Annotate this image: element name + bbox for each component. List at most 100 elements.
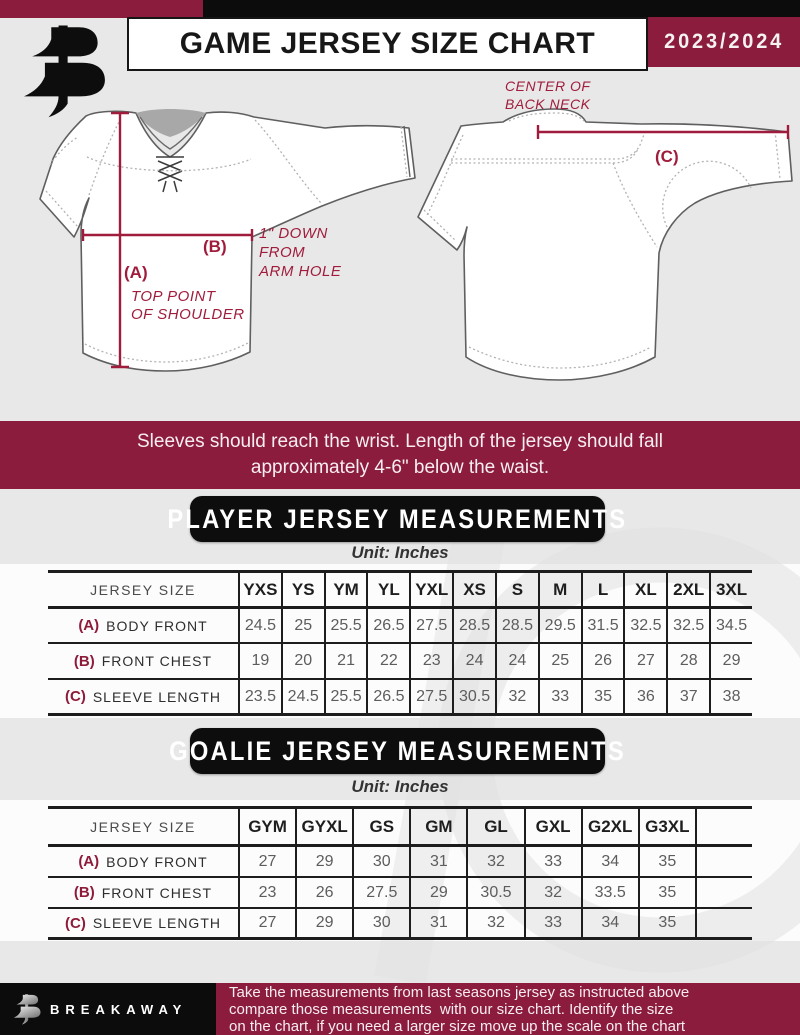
size-column-header: S — [494, 573, 538, 609]
measure-value: 27 — [238, 909, 296, 940]
front-stitching — [45, 119, 408, 363]
measure-value: 35 — [637, 909, 695, 940]
measure-name: SLEEVE LENGTH — [92, 688, 221, 705]
front-jersey-outline — [39, 110, 416, 372]
measure-value: 35 — [637, 847, 695, 878]
measure-value: 27.5 — [352, 878, 410, 909]
measure-value: 25.5 — [323, 609, 367, 644]
size-column-header: GXL — [523, 809, 581, 847]
a-note-line1: TOP POINT — [131, 288, 217, 305]
measure-value: 30.5 — [452, 680, 495, 716]
row-label: (C) SLEEVE LENGTH — [48, 909, 238, 940]
front-collar-inner — [136, 109, 206, 137]
measure-value: 33.5 — [580, 878, 638, 909]
brand-name: BREAKAWAY — [50, 1001, 188, 1017]
measure-value: 30 — [352, 909, 410, 940]
measure-value: 26 — [580, 644, 624, 680]
size-column-header: YM — [323, 573, 367, 609]
measure-value: 23.5 — [238, 680, 281, 716]
size-column-header: GYM — [238, 809, 296, 847]
size-column-header: 3XL — [709, 573, 752, 609]
size-column-header: YXL — [409, 573, 453, 609]
measure-key: (A) — [78, 853, 100, 870]
top-strip-black — [203, 0, 800, 18]
label-c: (C) — [655, 147, 679, 166]
measure-value: 35 — [580, 680, 624, 716]
measurement-lines-front — [81, 111, 254, 369]
footer-monogram-logo — [13, 994, 41, 1025]
fit-note-line1: Sleeves should reach the wrist. Length o… — [137, 431, 663, 452]
measure-value: 29 — [409, 878, 467, 909]
measure-value: 29.5 — [537, 609, 581, 644]
fit-note-line2: approximately 4-6" below the waist. — [250, 457, 550, 478]
goalie-measurements-table: JERSEY SIZE GYM GYXL GS GM GL GXL G2XL G3XL (A) BO… — [48, 806, 752, 940]
measure-value: 27.5 — [409, 680, 453, 716]
measurement-lines-back — [536, 125, 790, 139]
measure-value: 34 — [580, 909, 638, 940]
front-collar-band — [139, 116, 203, 150]
footer-line1: Take the measurements from last seasons … — [229, 983, 690, 1001]
measure-value: 29 — [295, 909, 353, 940]
measure-value — [694, 909, 752, 940]
measure-value: 27 — [623, 644, 667, 680]
back-jersey-diagram: (C) CENTER OF BACK NECK — [417, 78, 793, 381]
measure-value: 29 — [709, 644, 752, 680]
a-note-line2: OF SHOULDER — [131, 306, 245, 323]
measure-value: 32.5 — [623, 609, 667, 644]
measure-key: (A) — [78, 617, 100, 634]
footer-line3: on the chart, if you need a larger size … — [229, 1017, 686, 1035]
measure-value: 19 — [238, 644, 281, 680]
measure-value — [694, 847, 752, 878]
measure-key: (C) — [65, 688, 86, 705]
season-label: 2023/2024 — [664, 30, 784, 53]
player-section-title: PLAYER JERSEY MEASUREMENTS — [167, 503, 628, 534]
measure-value: 25 — [280, 609, 324, 644]
size-column-header: YL — [366, 573, 410, 609]
player-measurements-table: JERSEY SIZE YXS YS YM YL YXL XS S M L XL 2XL 3XL (A) B… — [48, 570, 752, 716]
measure-value: 32 — [494, 680, 538, 716]
measure-value: 32 — [523, 878, 581, 909]
measure-value: 34 — [580, 847, 638, 878]
label-a: (A) — [124, 263, 148, 282]
breakaway-monogram-logo — [24, 25, 105, 118]
measure-name: BODY FRONT — [106, 853, 208, 870]
size-column-header: GL — [466, 809, 524, 847]
size-column-header: G2XL — [580, 809, 638, 847]
measure-value: 30 — [352, 847, 410, 878]
measure-value: 28 — [666, 644, 710, 680]
b-note-line3: ARM HOLE — [258, 263, 342, 280]
measure-value: 24.5 — [238, 609, 281, 644]
size-column-header: XL — [623, 573, 667, 609]
measure-key: (B) — [73, 884, 95, 901]
measure-value: 33 — [523, 847, 581, 878]
size-column-header: YS — [280, 573, 324, 609]
measure-value: 38 — [709, 680, 752, 716]
goalie-unit-label: Unit: Inches — [351, 777, 449, 796]
measure-value: 31.5 — [580, 609, 624, 644]
row-label: (B) FRONT CHEST — [48, 644, 238, 680]
table-header-label: JERSEY SIZE — [48, 573, 238, 609]
measure-value: 32 — [466, 909, 524, 940]
label-b: (B) — [203, 237, 227, 256]
measure-value: 31 — [409, 909, 467, 940]
top-strip-maroon — [0, 0, 203, 18]
measure-value: 29 — [295, 847, 353, 878]
footer-brand-box: BREAKAWAY — [0, 983, 216, 1035]
measure-value: 22 — [366, 644, 410, 680]
measure-value: 28.5 — [494, 609, 538, 644]
size-column-header: M — [537, 573, 581, 609]
size-column-header: 2XL — [666, 573, 710, 609]
measure-value: 26.5 — [366, 609, 410, 644]
header-title-box: GAME JERSEY SIZE CHART — [127, 17, 648, 71]
size-column-header: YXS — [238, 573, 281, 609]
page-title: GAME JERSEY SIZE CHART — [179, 27, 596, 60]
measure-value: 30.5 — [466, 878, 524, 909]
measure-value: 23 — [238, 878, 296, 909]
measure-key: (C) — [65, 914, 86, 932]
measure-value: 26 — [295, 878, 353, 909]
measure-name: FRONT CHEST — [101, 653, 213, 669]
back-stitching — [423, 130, 781, 369]
measure-name: BODY FRONT — [106, 617, 208, 634]
front-cuff-line — [403, 125, 411, 178]
size-column-header — [694, 809, 752, 847]
